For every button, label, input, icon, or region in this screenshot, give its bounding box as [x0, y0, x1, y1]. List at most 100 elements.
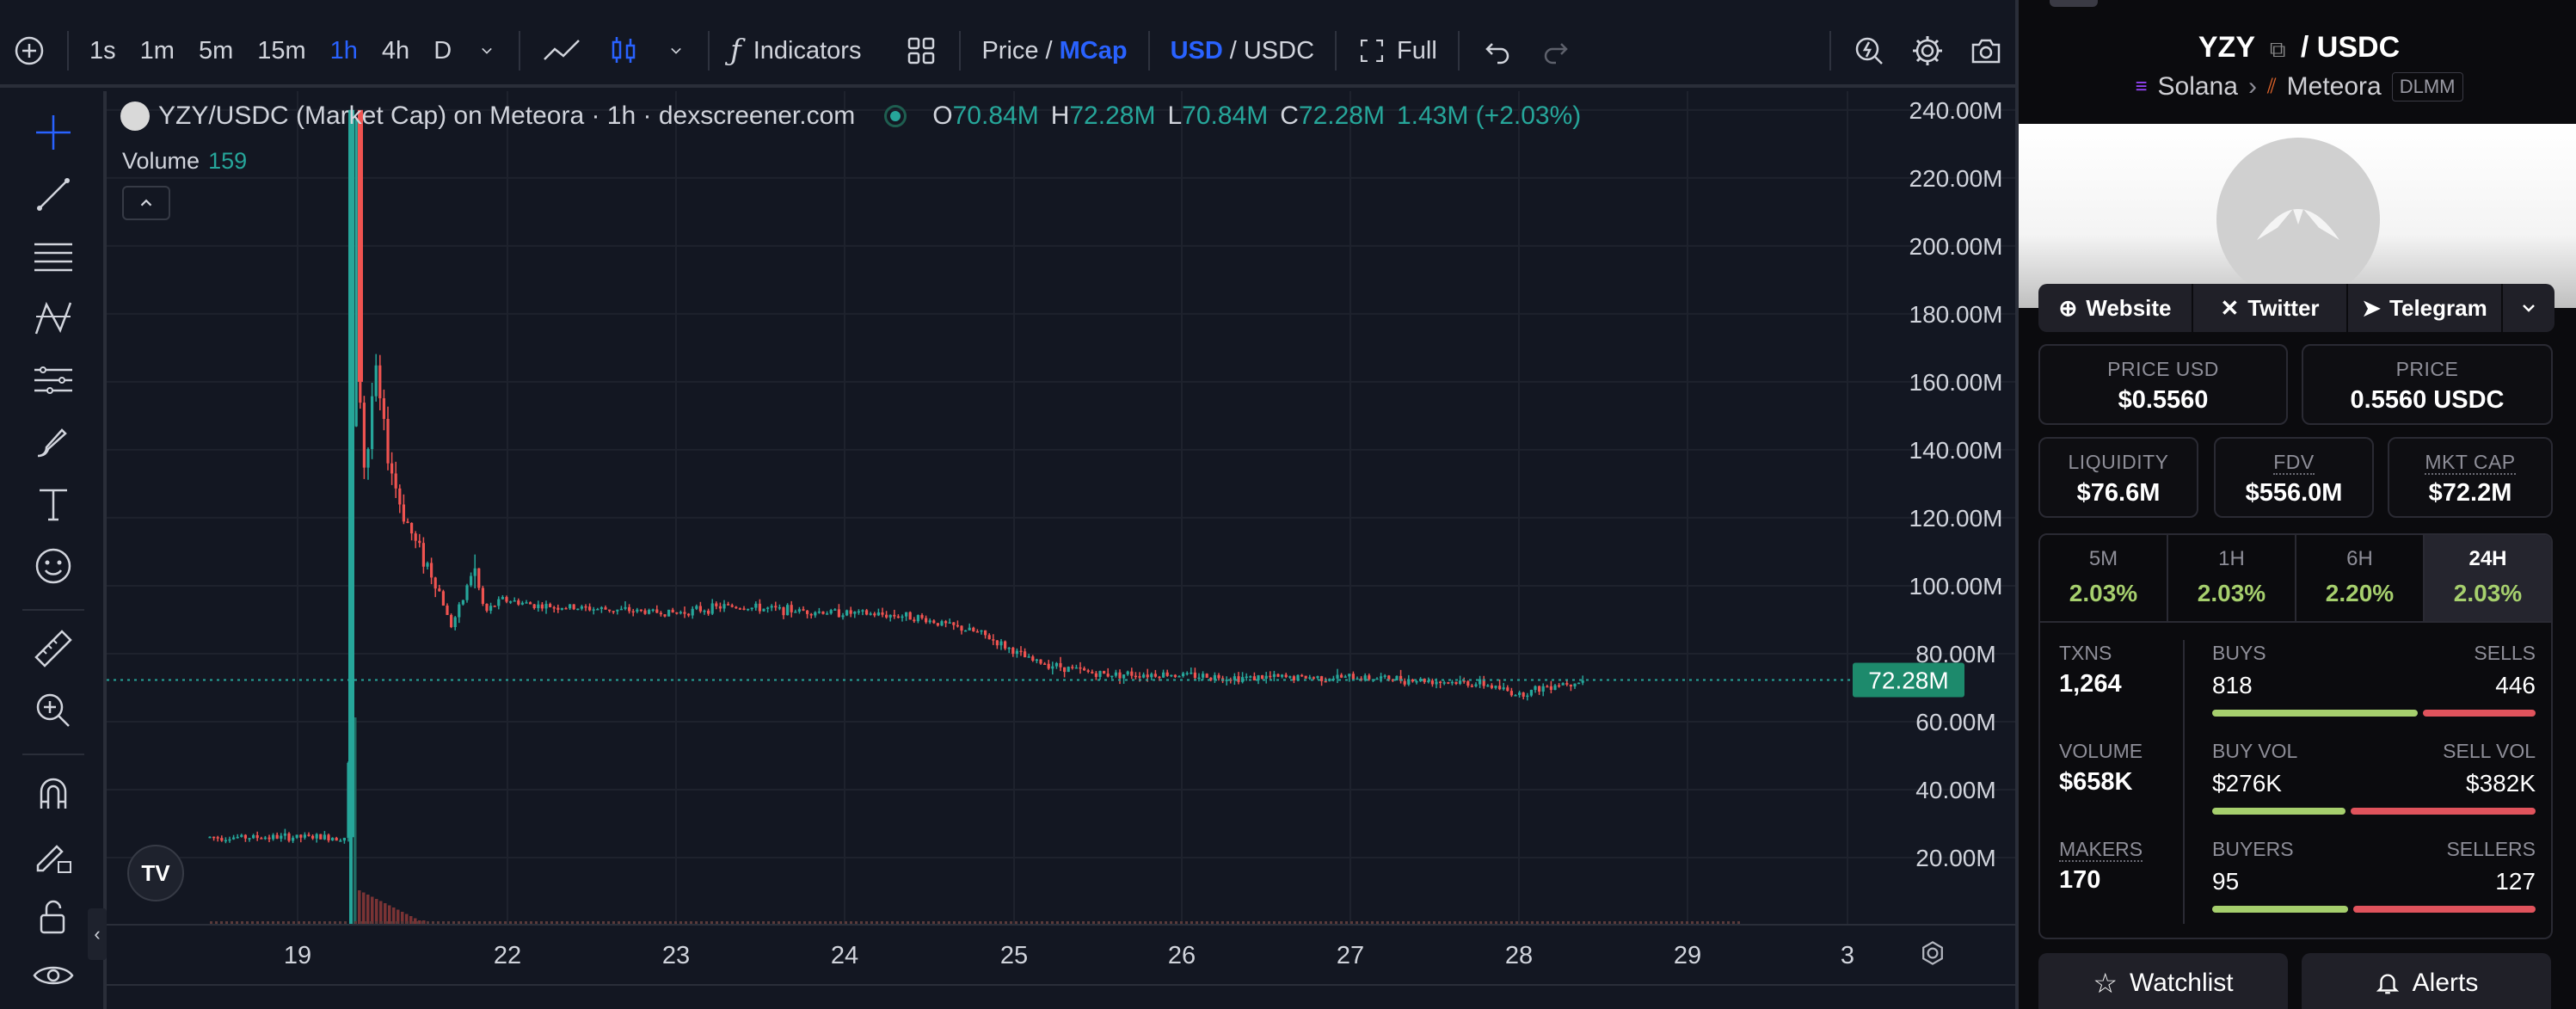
- mktcap-label[interactable]: MKT CAP: [2425, 451, 2516, 475]
- collapse-legend-button[interactable]: [122, 186, 170, 220]
- fib-tool[interactable]: [29, 232, 77, 280]
- fullscreen-button[interactable]: Full: [1345, 25, 1449, 77]
- sellers-value: 127: [2495, 868, 2536, 895]
- tab-5m[interactable]: 5M 2.03%: [2040, 535, 2168, 621]
- volume-bar: [881, 921, 883, 924]
- interval-4h[interactable]: 4h: [381, 36, 410, 65]
- interval-1m[interactable]: 1m: [139, 36, 175, 65]
- volume-bar: [597, 921, 599, 924]
- measure-tool[interactable]: [29, 624, 77, 673]
- interval-d[interactable]: D: [433, 36, 452, 65]
- zoom-tool[interactable]: [29, 686, 77, 735]
- volume-bar: [1025, 921, 1028, 924]
- candle-body: [826, 613, 829, 615]
- quick-search-button[interactable]: [1840, 25, 1898, 77]
- candle-body: [1447, 682, 1450, 684]
- twitter-link[interactable]: ✕ Twitter: [2193, 284, 2348, 332]
- time-axis-label: 27: [1337, 942, 1364, 969]
- volume-bar: [303, 921, 305, 924]
- candle-body: [940, 621, 944, 626]
- candle-body: [766, 607, 770, 609]
- volume-bar: [1087, 921, 1090, 924]
- trend-line-tool[interactable]: [29, 170, 77, 218]
- interval-5m[interactable]: 5m: [198, 36, 234, 65]
- prediction-tool[interactable]: [29, 356, 77, 404]
- volume-bar: [808, 921, 811, 924]
- currency-toggle[interactable]: USD / USDC: [1159, 25, 1326, 77]
- pair-slash: /: [2300, 31, 2317, 64]
- interval-1h[interactable]: 1h: [329, 36, 358, 65]
- more-links-button[interactable]: [2503, 284, 2554, 332]
- undo-button[interactable]: [1468, 25, 1527, 77]
- volume-bar: [705, 921, 708, 924]
- interval-1s[interactable]: 1s: [89, 36, 116, 65]
- layouts-button[interactable]: [892, 25, 950, 77]
- website-link[interactable]: ⊕ Website: [2038, 284, 2193, 332]
- axis-settings-button[interactable]: [1917, 938, 1948, 973]
- candles-button[interactable]: [594, 25, 653, 77]
- volume-bar: [932, 921, 935, 924]
- price-axis-label: 60.00M: [1915, 709, 1995, 735]
- hide-drawings-tool[interactable]: [29, 951, 77, 1000]
- candle-body: [1269, 675, 1272, 678]
- chain-name[interactable]: Solana: [2157, 72, 2238, 101]
- watchlist-button[interactable]: ☆ Watchlist: [2038, 953, 2288, 1009]
- volume-bar: [917, 921, 919, 924]
- telegram-link[interactable]: ➤ Telegram: [2348, 284, 2503, 332]
- tab-1h[interactable]: 1H 2.03%: [2168, 535, 2296, 621]
- telegram-label: Telegram: [2389, 294, 2487, 321]
- candle-body: [643, 610, 647, 614]
- volume-bar: [483, 921, 486, 924]
- drawing-mode-tool[interactable]: [29, 831, 77, 879]
- volume-bar: [362, 892, 366, 924]
- settings-button[interactable]: [1898, 25, 1957, 77]
- candle-body: [1486, 685, 1490, 687]
- indicators-button[interactable]: ƒ Indicators: [718, 25, 873, 77]
- magnet-tool[interactable]: [29, 769, 77, 817]
- crosshair-tool[interactable]: [29, 108, 77, 157]
- tab-6h[interactable]: 6H 2.20%: [2296, 535, 2425, 621]
- chart-type-dropdown[interactable]: [653, 25, 699, 77]
- candle-body: [747, 608, 750, 611]
- emoji-tool[interactable]: [29, 542, 77, 590]
- volume-bar: [530, 921, 532, 924]
- interval-dropdown-button[interactable]: [464, 25, 510, 77]
- candle-body: [1086, 670, 1090, 672]
- volume-bar: [948, 921, 950, 924]
- pattern-tool[interactable]: [29, 294, 77, 342]
- alerts-button[interactable]: Alerts: [2302, 953, 2551, 1009]
- candle-body: [715, 603, 718, 606]
- interval-15m[interactable]: 15m: [257, 36, 306, 65]
- line-chart-button[interactable]: [529, 25, 594, 77]
- chart-plot[interactable]: 240.00M 220.00M 200.00M 180.00M 160.00M 140.0…: [107, 91, 2015, 926]
- makers-label[interactable]: MAKERS: [2059, 838, 2143, 862]
- volume-bar: [1092, 921, 1095, 924]
- solana-icon: ≡: [2135, 75, 2148, 98]
- volume-bar: [1371, 921, 1374, 924]
- lock-drawings-tool[interactable]: [29, 893, 77, 941]
- volume-bar: [721, 921, 723, 924]
- volume-bar: [1722, 921, 1725, 924]
- tab-24h[interactable]: 24H 2.03%: [2425, 535, 2551, 621]
- volume-bar: [540, 921, 543, 924]
- volume-bar: [366, 895, 370, 924]
- dex-name[interactable]: Meteora: [2286, 72, 2382, 101]
- tradingview-logo[interactable]: TV: [127, 845, 184, 901]
- low-label: L: [1167, 102, 1183, 130]
- volume-bar: [907, 921, 909, 924]
- collapse-sidebar-button[interactable]: ‹: [88, 908, 107, 960]
- candle-body: [525, 602, 528, 604]
- redo-button[interactable]: [1527, 25, 1585, 77]
- volume-bar: [473, 921, 476, 924]
- screenshot-button[interactable]: [1957, 25, 2015, 77]
- add-symbol-button[interactable]: [0, 25, 58, 77]
- text-tool[interactable]: [29, 480, 77, 528]
- brush-tool[interactable]: [29, 418, 77, 466]
- time-axis[interactable]: 19 22 23 24 25 26 27 28 29 3: [107, 924, 2015, 984]
- candle-body: [532, 604, 536, 609]
- volume-bar: [236, 921, 238, 924]
- copy-icon[interactable]: ⧉: [2269, 36, 2286, 62]
- candle-body: [1343, 676, 1347, 678]
- fdv-label[interactable]: FDV: [2273, 451, 2315, 475]
- price-mcap-toggle[interactable]: Price / MCap: [969, 25, 1139, 77]
